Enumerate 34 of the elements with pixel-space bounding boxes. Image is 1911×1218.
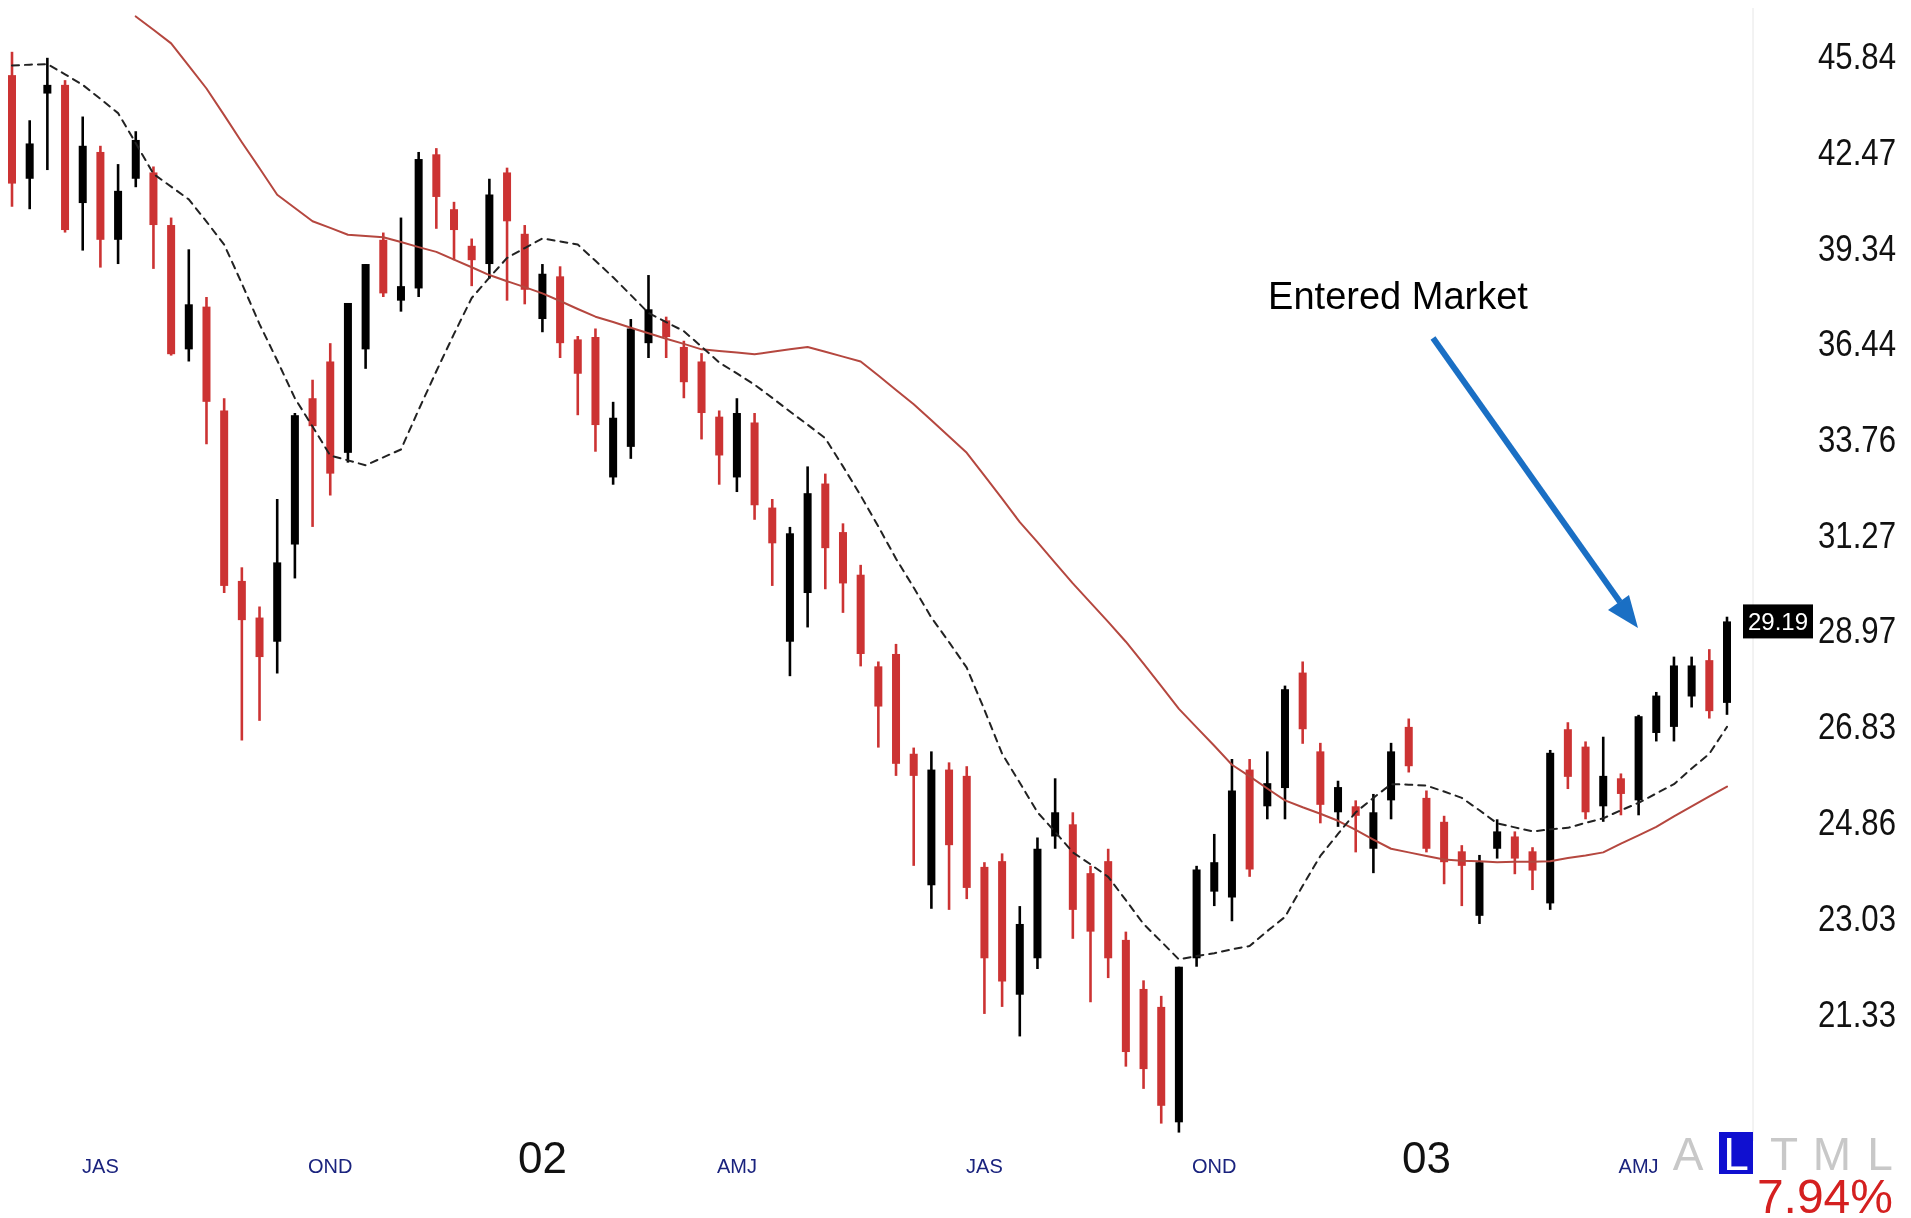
y-tick-label: 39.34	[1818, 227, 1909, 269]
candlestick	[1528, 845, 1537, 892]
candlestick	[467, 237, 476, 288]
y-tick-label: 24.86	[1818, 801, 1909, 843]
y-tick-label: 23.03	[1818, 897, 1909, 939]
candlestick	[450, 200, 459, 262]
x-tick-label: 03	[1401, 1133, 1451, 1182]
candlestick	[1457, 843, 1466, 908]
candlestick	[1510, 830, 1519, 876]
candlestick	[1493, 817, 1502, 860]
y-tick-label: 33.76	[1818, 419, 1909, 461]
annotation: Entered Market	[1268, 275, 1529, 318]
y-tick-label: 36.44	[1818, 323, 1909, 365]
y-tick-label: 28.97	[1818, 610, 1909, 652]
candlestick	[396, 216, 405, 313]
x-tick-label: AMJ	[1618, 1155, 1659, 1177]
y-tick-label: 45.84	[1818, 36, 1909, 78]
y-tick-label: 42.47	[1818, 131, 1909, 173]
y-tick-label: 21.33	[1818, 993, 1909, 1035]
x-tick-label: 02	[517, 1133, 567, 1182]
y-tick-label: 26.83	[1818, 706, 1909, 748]
line-series	[11, 63, 1728, 961]
text: 29.19	[1747, 607, 1809, 635]
x-tick-label: OND	[1192, 1155, 1237, 1177]
candlestick	[662, 315, 671, 360]
x-tick-label: OND	[308, 1155, 353, 1177]
y-tick-label: 31.27	[1818, 514, 1909, 556]
candlestick	[43, 56, 52, 172]
candlestick	[1616, 772, 1625, 817]
text: 7.94%	[1756, 1170, 1893, 1218]
x-tick-label: AMJ	[716, 1155, 757, 1177]
x-tick-label: JAS	[82, 1155, 119, 1177]
candlestick	[909, 746, 918, 868]
x-tick-label: JAS	[966, 1155, 1003, 1177]
